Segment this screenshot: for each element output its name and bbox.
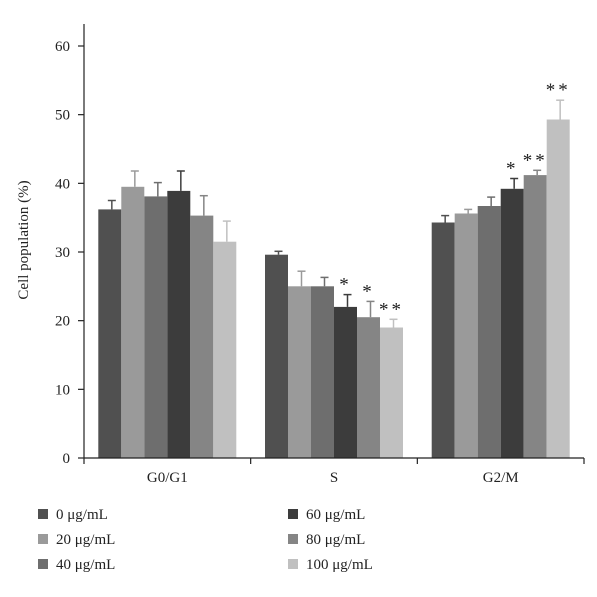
x-tick-label: S bbox=[330, 470, 338, 486]
legend-label: 20 μg/mL bbox=[56, 532, 115, 548]
legend-label: 40 μg/mL bbox=[56, 557, 115, 573]
bar-g2m-series-0 bbox=[431, 222, 455, 458]
legend-swatch bbox=[38, 509, 48, 519]
bar-s-series-5 bbox=[380, 327, 403, 458]
legend-swatch bbox=[38, 534, 48, 544]
legend-swatch bbox=[38, 559, 48, 569]
bar-g0g1-series-4 bbox=[190, 215, 214, 458]
bar-g2m-series-3 bbox=[500, 188, 524, 459]
bar-s-series-3 bbox=[334, 306, 357, 458]
legend-swatch bbox=[288, 534, 298, 544]
bars-layer: * **** **** bbox=[98, 80, 571, 459]
y-tick-label: 50 bbox=[55, 108, 70, 124]
legend-label: 60 μg/mL bbox=[306, 507, 365, 523]
y-axis-label: Cell population (%) bbox=[16, 180, 32, 299]
bar-g2m-series-1 bbox=[454, 213, 478, 458]
bar-g0g1-series-5 bbox=[213, 241, 237, 458]
bar-s-series-1 bbox=[288, 286, 311, 458]
bar-g2m-series-5 bbox=[546, 119, 570, 458]
significance-marker: * bbox=[339, 275, 352, 296]
significance-marker: ** bbox=[379, 299, 404, 320]
y-tick-label: 20 bbox=[55, 314, 70, 330]
x-tick-label: G2/M bbox=[483, 470, 519, 486]
bar-g0g1-series-1 bbox=[121, 186, 145, 459]
bar-g0g1-series-3 bbox=[167, 190, 191, 458]
y-tick-label: 60 bbox=[55, 39, 70, 55]
bar-g2m-series-2 bbox=[477, 206, 501, 458]
y-tick-label: 0 bbox=[63, 451, 71, 467]
x-tick-label: G0/G1 bbox=[147, 470, 188, 486]
significance-marker: * bbox=[506, 159, 519, 180]
significance-marker: ** bbox=[523, 150, 548, 171]
y-tick-label: 10 bbox=[55, 382, 70, 398]
bar-s-series-4 bbox=[357, 317, 380, 458]
bar-g0g1-series-0 bbox=[98, 209, 122, 458]
legend-swatch bbox=[288, 559, 298, 569]
significance-marker: * bbox=[362, 281, 375, 302]
legend-label: 100 μg/mL bbox=[306, 557, 373, 573]
significance-marker: ** bbox=[546, 80, 571, 101]
legend-label: 80 μg/mL bbox=[306, 532, 365, 548]
bar-g0g1-series-2 bbox=[144, 196, 168, 458]
bar-g2m-series-4 bbox=[523, 175, 547, 458]
y-tick-label: 40 bbox=[55, 176, 70, 192]
legend: 0 μg/mL 20 μg/mL 40 μg/mL 60 μg/mL 80 μg/mL 1… bbox=[38, 507, 373, 573]
axes-layer: G0/G1 S G2/M 0 10 20 30 40 50 60 bbox=[55, 24, 585, 486]
bar-s-series-0 bbox=[265, 254, 288, 458]
legend-label: 0 μg/mL bbox=[56, 507, 108, 523]
bar-s-series-2 bbox=[311, 286, 334, 458]
legend-swatch bbox=[288, 509, 298, 519]
y-tick-label: 30 bbox=[55, 245, 70, 261]
